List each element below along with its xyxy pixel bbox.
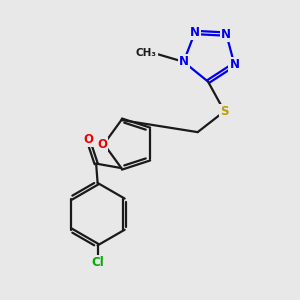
Text: O: O — [98, 138, 107, 151]
Text: Cl: Cl — [91, 256, 104, 269]
Text: S: S — [220, 105, 229, 118]
Text: N: N — [190, 26, 200, 39]
Text: N: N — [221, 28, 231, 40]
Text: N: N — [178, 55, 189, 68]
Text: N: N — [230, 58, 239, 71]
Text: CH₃: CH₃ — [136, 48, 157, 58]
Text: O: O — [84, 133, 94, 146]
